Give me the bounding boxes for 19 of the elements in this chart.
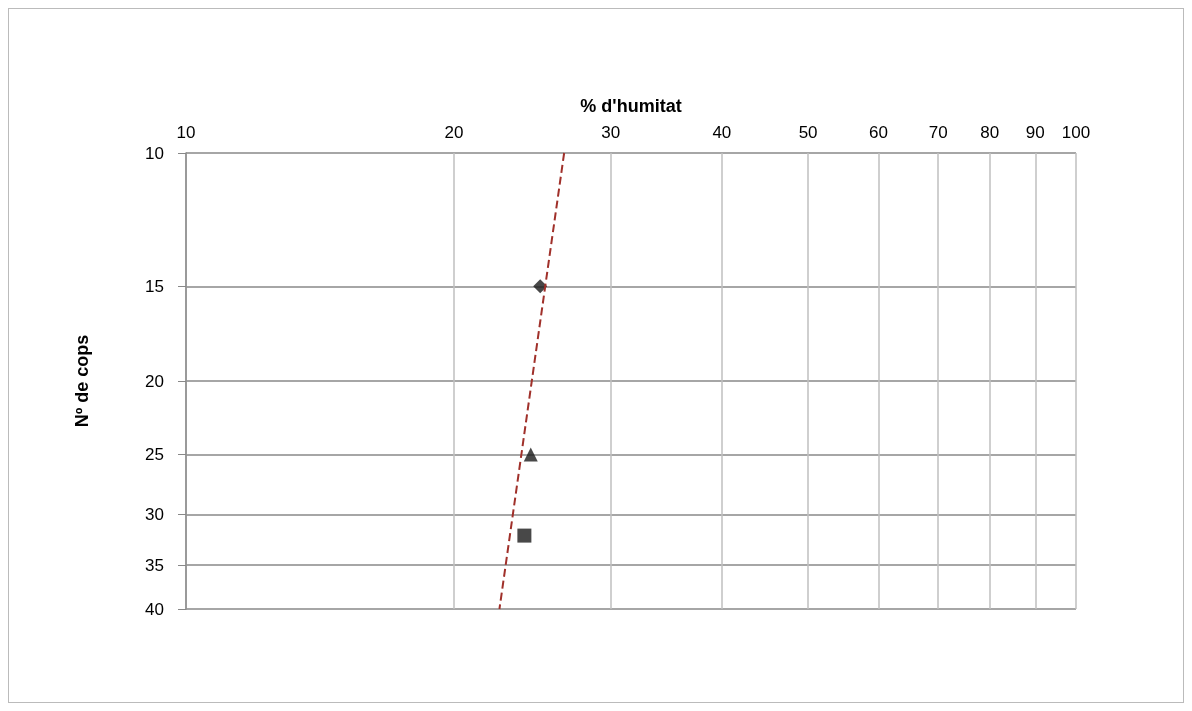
x-tick-label: 30 <box>601 123 621 142</box>
x-tick-label: 20 <box>444 123 464 142</box>
x-tick-label: 40 <box>712 123 732 142</box>
x-tick-label: 10 <box>176 123 196 142</box>
x-axis-title: % d'humitat <box>580 96 682 116</box>
y-tick-label: 40 <box>145 599 164 619</box>
y-tick-label: 10 <box>145 143 164 163</box>
x-tick-label: 50 <box>798 123 818 142</box>
y-tick-label: 30 <box>145 504 164 524</box>
x-tick-label: 100 <box>1061 123 1091 142</box>
y-axis-title: Nº de cops <box>72 334 92 428</box>
x-tick-label: 90 <box>1025 123 1045 142</box>
x-tick-label: 70 <box>928 123 948 142</box>
y-tick-label: 25 <box>145 444 164 464</box>
y-tick-label: 15 <box>145 276 164 296</box>
x-tick-label: 80 <box>980 123 1000 142</box>
x-tick-label: 60 <box>869 123 889 142</box>
y-tick-label: 35 <box>145 555 164 575</box>
y-tick-label: 20 <box>145 371 164 391</box>
